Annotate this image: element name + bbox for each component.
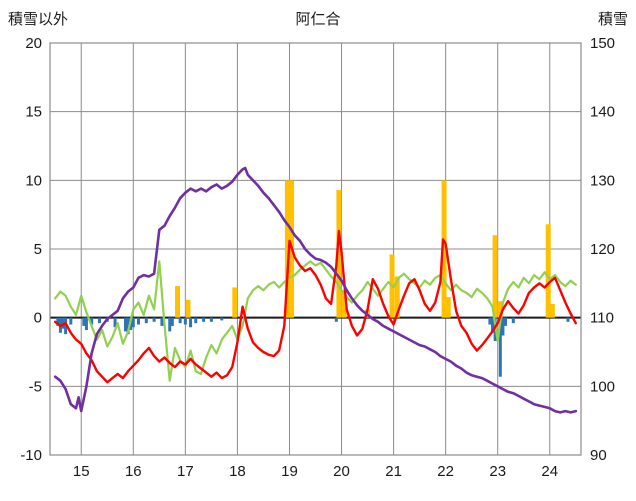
svg-text:130: 130 <box>590 172 615 189</box>
svg-text:20: 20 <box>333 463 350 480</box>
svg-text:21: 21 <box>385 463 402 480</box>
svg-text:20: 20 <box>25 35 42 52</box>
svg-text:100: 100 <box>590 378 615 395</box>
svg-text:18: 18 <box>229 463 246 480</box>
svg-text:140: 140 <box>590 104 615 121</box>
svg-text:16: 16 <box>125 463 142 480</box>
svg-text:90: 90 <box>590 447 607 464</box>
svg-text:22: 22 <box>437 463 454 480</box>
plot-border <box>49 42 582 456</box>
svg-text:120: 120 <box>590 241 615 258</box>
svg-text:5: 5 <box>34 241 42 258</box>
svg-text:0: 0 <box>34 310 42 327</box>
red-line <box>54 229 577 384</box>
svg-text:24: 24 <box>541 463 558 480</box>
svg-text:-5: -5 <box>29 378 42 395</box>
purple-line <box>53 166 578 414</box>
left-axis-title: 積雪以外 <box>8 11 69 28</box>
axis-tick-labels: 20 150 15 140 10 130 5 120 0 110 -5 100 -10 90 15 16 17 1… <box>20 35 615 480</box>
svg-text:17: 17 <box>177 463 194 480</box>
svg-text:19: 19 <box>281 463 298 480</box>
svg-text:23: 23 <box>489 463 506 480</box>
gridlines <box>50 42 581 456</box>
svg-text:15: 15 <box>73 463 90 480</box>
right-axis-title: 積雪 <box>597 11 628 28</box>
svg-text:10: 10 <box>25 172 42 189</box>
chart-title: 阿仁合 <box>295 11 341 28</box>
svg-text:150: 150 <box>590 35 615 52</box>
svg-text:15: 15 <box>25 104 42 121</box>
svg-text:-10: -10 <box>20 447 42 464</box>
svg-text:110: 110 <box>590 310 614 327</box>
green-line <box>54 260 577 382</box>
